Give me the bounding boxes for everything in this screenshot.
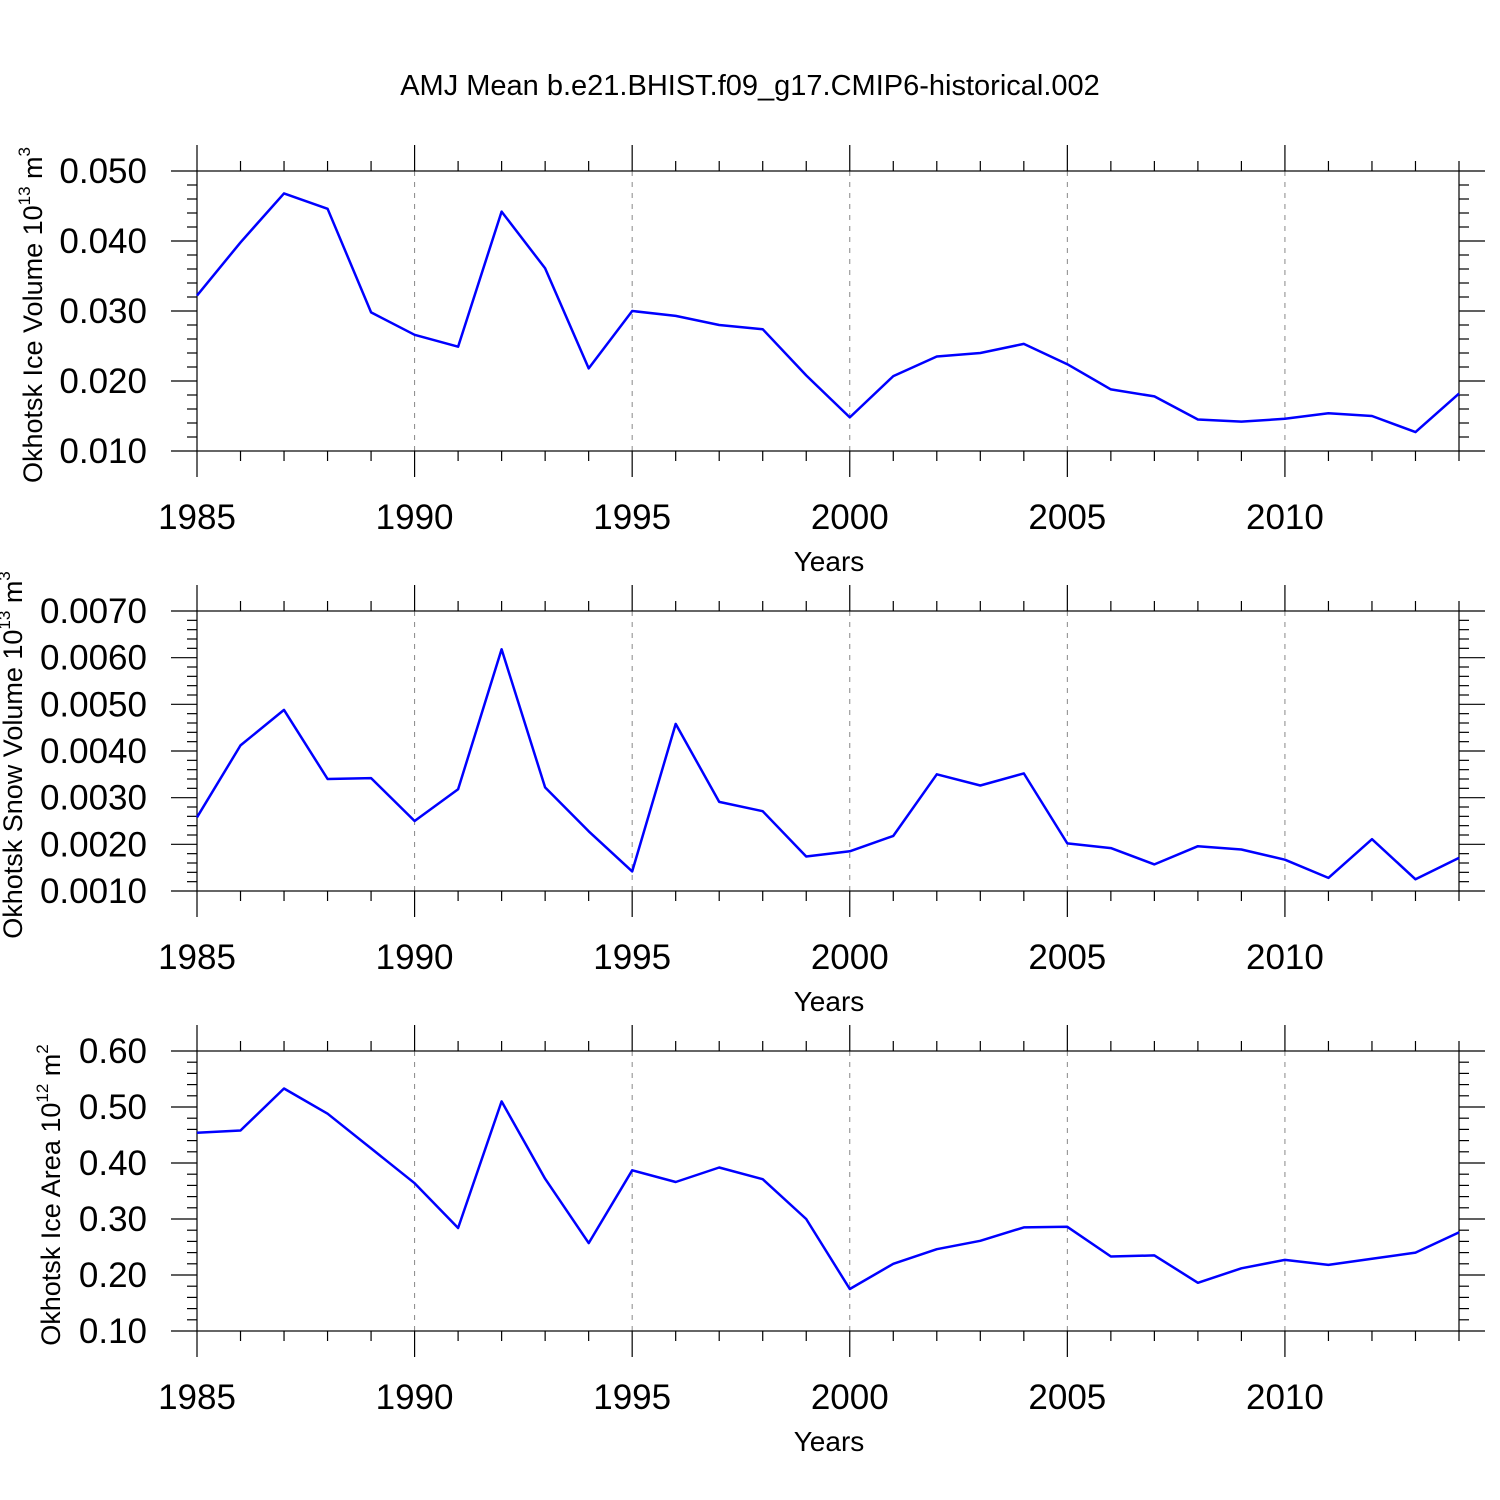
y-axis-label-unit-exponent: 3 [0, 571, 14, 580]
y-axis-label-exponent: 13 [15, 186, 34, 205]
panels: 1985 1990 1995 2000 2005 2010 0.010 0.020 0.030 0… [0, 145, 1485, 1457]
y-tick-label: 0.30 [79, 1200, 147, 1239]
plot-frame [196, 610, 1460, 892]
y-tick-label: 0.040 [59, 222, 147, 261]
x-tick-label: 2010 [1246, 498, 1324, 537]
y-axis-label-unit-exponent: 2 [33, 1044, 52, 1053]
series-line [196, 192, 1460, 434]
x-axis-label: Years [794, 546, 865, 577]
y-tick-label: 0.0020 [40, 825, 147, 864]
y-tick-label: 0.0050 [40, 685, 147, 724]
chart-panel-3: 1985 1990 1995 2000 2005 2010 0.10 0.20 0.30 0.40… [33, 1025, 1485, 1457]
y-axis-label: Okhotsk Snow Volume 1013 m3 [0, 571, 28, 939]
y-axis-label-exponent: 12 [33, 1084, 52, 1103]
x-tick-label: 1985 [158, 938, 236, 977]
y-tick-label: 0.40 [79, 1144, 147, 1183]
y-tick-label: 0.050 [59, 152, 147, 191]
x-axis-label: Years [794, 1426, 865, 1457]
x-tick-label: 1995 [593, 938, 671, 977]
series-line [196, 1087, 1460, 1291]
y-axis-label-exponent: 13 [0, 611, 14, 630]
x-tick-label: 2005 [1028, 1378, 1106, 1417]
x-tick-label: 1990 [376, 1378, 454, 1417]
y-tick-label: 0.10 [79, 1312, 147, 1351]
y-tick-label: 0.030 [59, 292, 147, 331]
y-tick-label: 0.010 [59, 432, 147, 471]
y-tick-label: 0.60 [79, 1032, 147, 1071]
x-tick-label: 1990 [376, 938, 454, 977]
y-tick-label: 0.020 [59, 362, 147, 401]
y-axis-label-text: Okhotsk Snow Volume 10 [0, 630, 28, 939]
x-tick-label: 1985 [158, 1378, 236, 1417]
x-tick-label: 2010 [1246, 938, 1324, 977]
x-axis-label: Years [794, 986, 865, 1017]
x-tick-label: 2000 [811, 498, 889, 537]
y-tick-label: 0.0060 [40, 639, 147, 678]
y-axis-label: Okhotsk Ice Volume 1013 m3 [15, 147, 48, 483]
chart-panel-2: 1985 1990 1995 2000 2005 2010 0.0010 0.0020 0.00… [0, 571, 1485, 1017]
x-tick-label: 2000 [811, 1378, 889, 1417]
y-tick-label: 0.20 [79, 1256, 147, 1295]
x-tick-label: 2005 [1028, 498, 1106, 537]
y-axis-label-unit: m [36, 1054, 66, 1084]
x-tick-label: 2010 [1246, 1378, 1324, 1417]
y-tick-label: 0.0040 [40, 732, 147, 771]
y-axis-label: Okhotsk Ice Area 1012 m2 [33, 1044, 66, 1346]
plot-frame [196, 170, 1460, 452]
plot-frame [196, 1050, 1460, 1332]
y-axis-label-unit-exponent: 3 [15, 147, 34, 156]
x-tick-label: 1985 [158, 498, 236, 537]
x-tick-label: 1990 [376, 498, 454, 537]
x-tick-label: 2005 [1028, 938, 1106, 977]
y-tick-label: 0.0030 [40, 779, 147, 818]
y-axis-label-text: Okhotsk Ice Area 10 [36, 1103, 66, 1346]
x-tick-label: 1995 [593, 1378, 671, 1417]
y-axis-label-unit: m [18, 156, 48, 186]
series-line [195, 648, 1460, 881]
figure-title: AMJ Mean b.e21.BHIST.f09_g17.CMIP6-histo… [400, 70, 1100, 102]
y-tick-label: 0.0010 [40, 872, 147, 911]
chart-panel-1: 1985 1990 1995 2000 2005 2010 0.010 0.020 0.030 0… [15, 145, 1485, 577]
x-tick-label: 1995 [593, 498, 671, 537]
y-tick-label: 0.50 [79, 1088, 147, 1127]
x-tick-label: 2000 [811, 938, 889, 977]
y-axis-label-text: Okhotsk Ice Volume 10 [18, 205, 48, 483]
y-axis-label-unit: m [0, 581, 28, 611]
y-tick-label: 0.0070 [40, 592, 147, 631]
